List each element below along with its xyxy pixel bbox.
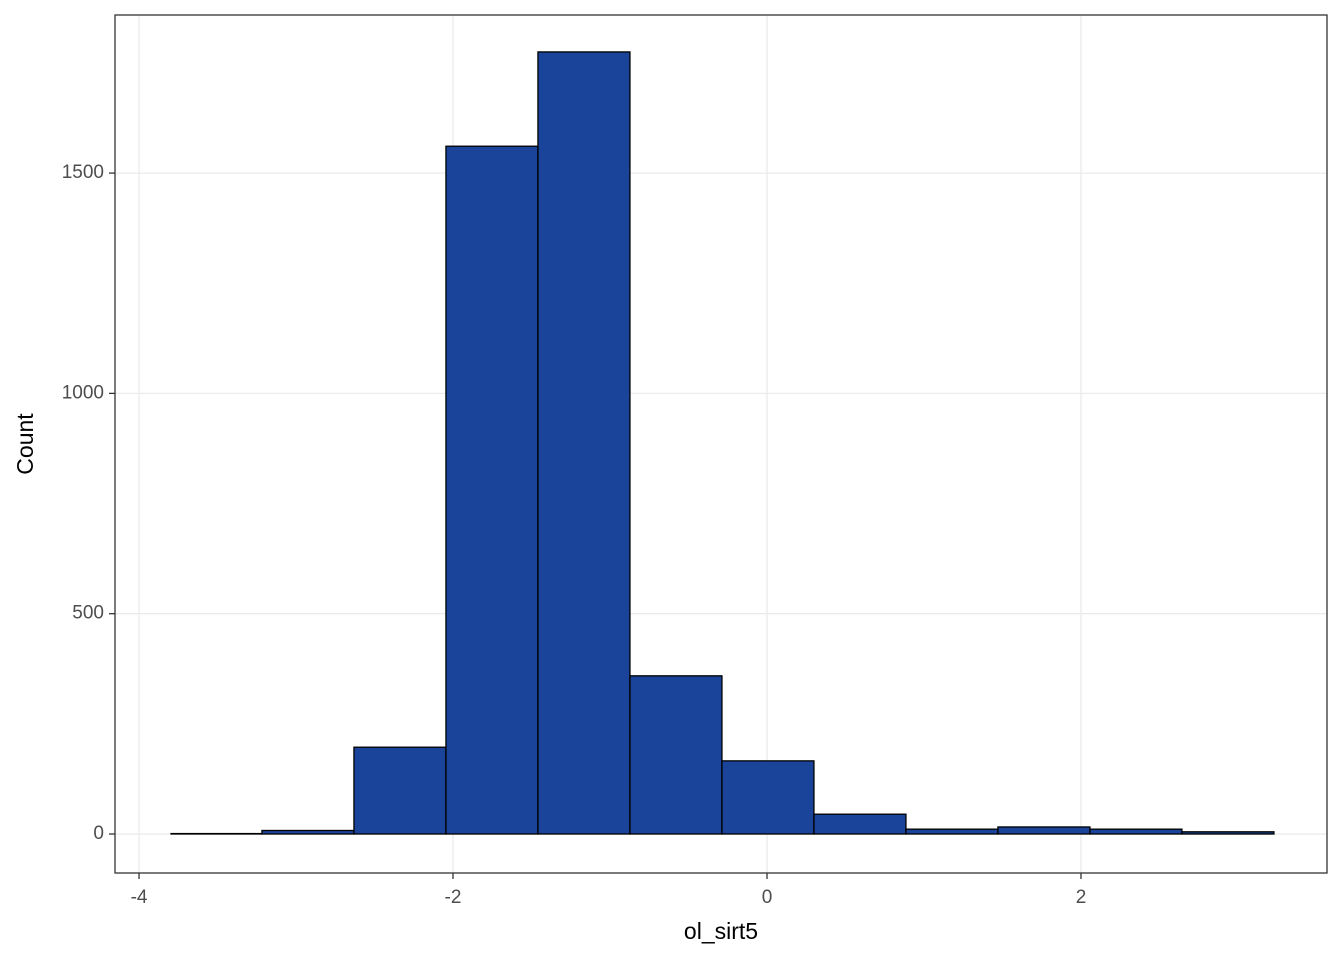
bar [905, 828, 999, 835]
y-tick-label: 1500 [62, 162, 104, 183]
bar [261, 829, 355, 835]
bar [997, 826, 1091, 835]
bar [353, 746, 447, 835]
bar [629, 675, 723, 835]
bar [813, 813, 907, 835]
y-axis-label: Count [12, 413, 38, 475]
bar [445, 145, 539, 835]
x-tick-label: 2 [1076, 887, 1087, 908]
x-tick-label: 0 [762, 887, 773, 908]
x-tick-label: -4 [131, 887, 148, 908]
plot-border [114, 14, 1328, 874]
bar [1181, 831, 1275, 835]
x-tick-label: -2 [445, 887, 462, 908]
bar [537, 51, 631, 835]
y-tick-label: 1000 [62, 382, 104, 403]
bar [1089, 828, 1183, 835]
x-axis-label: ol_sirt5 [684, 918, 758, 944]
bar [721, 760, 815, 835]
y-tick-label: 500 [72, 603, 104, 624]
y-tick-label: 0 [93, 823, 104, 844]
